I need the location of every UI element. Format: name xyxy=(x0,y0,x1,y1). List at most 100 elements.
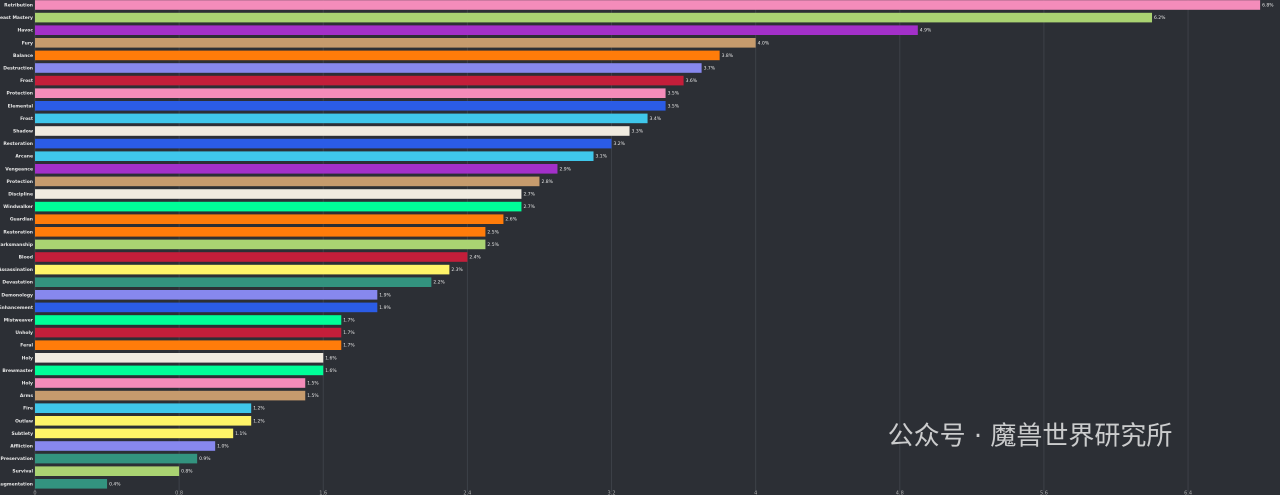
value-label: 2.7% xyxy=(523,192,535,198)
y-tick-label: Shadow xyxy=(13,129,33,135)
value-label: 3.1% xyxy=(596,154,608,160)
bar xyxy=(35,214,504,224)
value-label: 1.2% xyxy=(253,406,265,412)
y-tick-label: Frost xyxy=(20,116,34,122)
y-tick-label: Demonology xyxy=(1,292,33,298)
value-label: 3.5% xyxy=(668,91,680,97)
y-tick-label: Enhancement xyxy=(0,305,34,311)
y-tick-label: Windwalker xyxy=(3,204,34,210)
bar xyxy=(35,227,486,237)
bar xyxy=(35,12,1153,23)
value-label: 1.6% xyxy=(325,368,337,374)
y-tick-label: Balance xyxy=(13,53,33,59)
bar xyxy=(35,365,324,376)
value-label: 1.7% xyxy=(343,318,355,324)
value-label: 3.2% xyxy=(614,141,626,147)
y-tick-label: Survival xyxy=(12,469,33,475)
bar xyxy=(35,151,594,161)
bar xyxy=(35,416,252,426)
y-tick-label: Restoration xyxy=(3,229,33,235)
value-label: 2.4% xyxy=(469,255,481,261)
value-label: 1.7% xyxy=(343,343,355,349)
bar xyxy=(35,378,306,388)
bar xyxy=(35,201,522,212)
value-label: 1.7% xyxy=(343,330,355,336)
value-label: 0.4% xyxy=(109,481,121,487)
bar xyxy=(35,138,612,149)
value-label: 3.8% xyxy=(722,53,734,59)
y-tick-label: Feral xyxy=(20,343,33,349)
y-tick-label: Arms xyxy=(20,393,33,399)
x-tick-label: 0.8 xyxy=(175,491,183,495)
y-tick-label: Guardian xyxy=(10,217,33,223)
bar xyxy=(35,126,630,136)
bar xyxy=(35,340,342,350)
bar xyxy=(35,264,450,275)
y-tick-label: Retribution xyxy=(4,3,33,9)
x-tick-label: 4.8 xyxy=(896,491,904,495)
bar xyxy=(35,0,1261,10)
bar xyxy=(35,453,198,464)
value-label: 3.3% xyxy=(632,129,644,135)
y-tick-label: Outlaw xyxy=(15,418,33,424)
value-label: 1.9% xyxy=(379,292,391,298)
value-label: 1.5% xyxy=(307,381,319,387)
value-label: 3.7% xyxy=(704,66,716,72)
y-tick-label: Fire xyxy=(23,406,33,412)
y-tick-label: Discipline xyxy=(8,192,33,198)
y-tick-label: Unholy xyxy=(15,330,33,336)
bar xyxy=(35,176,540,187)
value-label: 6.2% xyxy=(1154,15,1166,21)
bar xyxy=(35,302,378,313)
bar xyxy=(35,428,234,439)
value-label: 3.5% xyxy=(668,103,680,109)
y-tick-label: Vengeance xyxy=(5,166,33,172)
bar xyxy=(35,277,432,287)
value-label: 0.9% xyxy=(199,456,211,462)
y-tick-label: Mistweaver xyxy=(4,318,34,324)
value-label: 4.9% xyxy=(920,28,932,34)
bar xyxy=(35,189,522,199)
bar xyxy=(35,50,720,61)
y-tick-label: Affliction xyxy=(10,444,33,450)
bar xyxy=(35,466,180,476)
y-tick-label: Brewmaster xyxy=(2,368,33,374)
y-tick-label: Restoration xyxy=(3,141,33,147)
bar xyxy=(35,327,342,338)
watermark: 公众号 · 魔兽世界研究所 xyxy=(888,422,1173,452)
bar xyxy=(35,290,378,300)
y-tick-label: Protection xyxy=(7,91,33,97)
bar xyxy=(35,164,558,174)
x-tick-label: 2.4 xyxy=(463,491,471,495)
x-tick-label: 0 xyxy=(33,491,36,495)
y-tick-label: Beast Mastery xyxy=(0,15,33,21)
bar xyxy=(35,479,108,489)
value-label: 2.5% xyxy=(487,242,499,248)
value-label: 2.2% xyxy=(433,280,445,286)
value-label: 2.6% xyxy=(505,217,517,223)
value-label: 1.9% xyxy=(379,305,391,311)
y-tick-label: Protection xyxy=(7,179,33,185)
x-tick-label: 6.4 xyxy=(1184,491,1192,495)
value-label: 1.1% xyxy=(235,431,247,437)
bar xyxy=(35,239,486,250)
value-label: 2.7% xyxy=(523,204,535,210)
x-tick-label: 1.6 xyxy=(319,491,327,495)
y-tick-label: Arcane xyxy=(15,154,33,160)
value-label: 2.8% xyxy=(541,179,553,185)
value-label: 3.6% xyxy=(686,78,698,84)
y-tick-label: Augmentation xyxy=(0,481,33,487)
value-label: 2.9% xyxy=(559,166,571,172)
value-label: 1.2% xyxy=(253,418,265,424)
y-tick-label: Assassination xyxy=(0,267,33,273)
bar xyxy=(35,38,756,48)
bar xyxy=(35,25,918,35)
bar xyxy=(35,252,468,262)
value-label: 1.0% xyxy=(217,444,229,450)
y-tick-label: Blood xyxy=(19,255,33,261)
value-label: 0.8% xyxy=(181,469,193,475)
bar xyxy=(35,353,324,363)
value-label: 1.5% xyxy=(307,393,319,399)
